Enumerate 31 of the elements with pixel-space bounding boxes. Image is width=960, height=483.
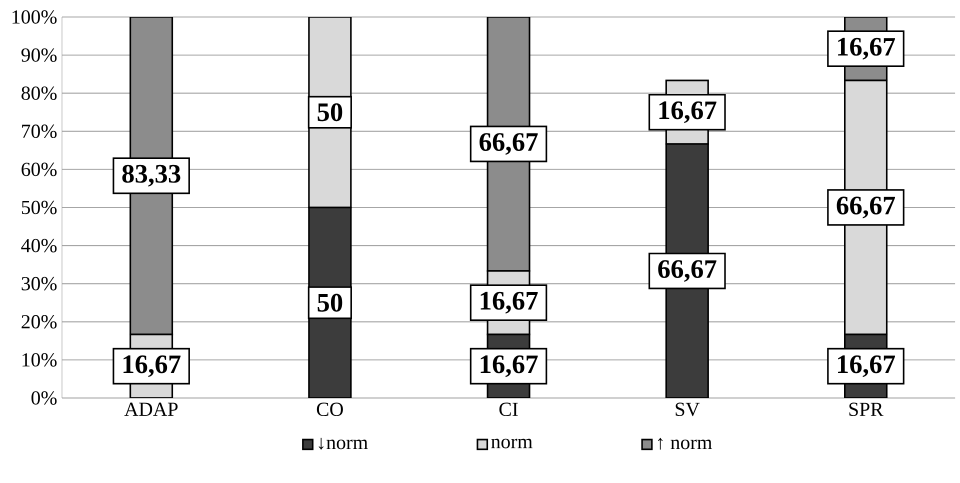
y-tick-label: 10% — [22, 353, 57, 367]
data-label: 16,67 — [480, 292, 538, 314]
data-label: 66,67 — [836, 196, 895, 218]
y-tick-label: 90% — [21, 48, 57, 62]
x-tick-label: SV — [676, 402, 700, 416]
x-tick-label: CI — [499, 402, 518, 416]
y-tick-label: 80% — [22, 86, 57, 100]
data-label: 66,67 — [658, 260, 716, 282]
y-tick-label: 20% — [22, 315, 57, 329]
y-tick-label: 30% — [22, 276, 57, 290]
x-tick-label: SPR — [849, 402, 884, 416]
y-tick-label: 100% — [12, 10, 57, 24]
data-label: 16,67 — [480, 355, 538, 378]
data-label: 50 — [318, 103, 342, 122]
y-tick-label: 50% — [22, 200, 57, 214]
y-tick-label: 40% — [21, 238, 57, 252]
data-label: 50 — [318, 294, 342, 312]
data-label: 66,67 — [480, 133, 538, 155]
x-tick-label: CO — [316, 402, 343, 416]
data-label: 16,67 — [124, 355, 181, 378]
x-tick-label: ADAP — [124, 402, 178, 416]
legend-label: ↓norm — [318, 438, 368, 450]
y-tick-label: 70% — [22, 124, 57, 138]
data-label: 16,67 — [838, 355, 895, 378]
data-label: 83,33 — [122, 164, 180, 187]
y-tick-label: 0% — [31, 391, 57, 405]
y-tick-label: 60% — [22, 162, 57, 176]
data-label: 16,67 — [838, 38, 895, 60]
legend-label: ↑ norm — [658, 438, 712, 450]
data-label: 16,67 — [659, 101, 716, 124]
legend-label: norm — [491, 438, 532, 448]
